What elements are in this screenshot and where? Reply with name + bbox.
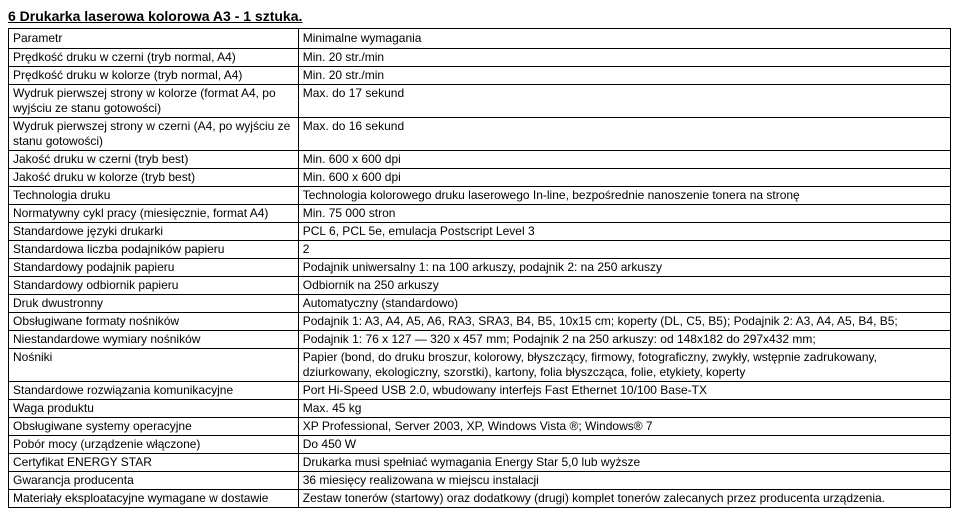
param-cell: Normatywny cykl pracy (miesięcznie, form… [9, 205, 299, 223]
table-row: Standardowe języki drukarkiPCL 6, PCL 5e… [9, 223, 951, 241]
header-param: Parametr [9, 29, 299, 49]
table-row: Prędkość druku w kolorze (tryb normal, A… [9, 67, 951, 85]
param-cell: Pobór mocy (urządzenie włączone) [9, 436, 299, 454]
table-row: Wydruk pierwszej strony w kolorze (forma… [9, 85, 951, 118]
value-cell: Automatyczny (standardowo) [298, 295, 950, 313]
param-cell: Obsługiwane systemy operacyjne [9, 418, 299, 436]
value-cell: Zestaw tonerów (startowy) oraz dodatkowy… [298, 490, 950, 508]
table-row: Jakość druku w czerni (tryb best)Min. 60… [9, 151, 951, 169]
table-row: Standardowy podajnik papieruPodajnik uni… [9, 259, 951, 277]
value-cell: Technologia kolorowego druku laserowego … [298, 187, 950, 205]
table-row: NośnikiPapier (bond, do druku broszur, k… [9, 349, 951, 382]
table-row: Niestandardowe wymiary nośnikówPodajnik … [9, 331, 951, 349]
param-cell: Standardowy podajnik papieru [9, 259, 299, 277]
param-cell: Druk dwustronny [9, 295, 299, 313]
table-row: Technologia drukuTechnologia kolorowego … [9, 187, 951, 205]
table-header-row: Parametr Minimalne wymagania [9, 29, 951, 49]
value-cell: Do 450 W [298, 436, 950, 454]
value-cell: Odbiornik na 250 arkuszy [298, 277, 950, 295]
value-cell: 2 [298, 241, 950, 259]
value-cell: Max. 45 kg [298, 400, 950, 418]
value-cell: Min. 600 x 600 dpi [298, 151, 950, 169]
table-row: Obsługiwane formaty nośnikówPodajnik 1: … [9, 313, 951, 331]
param-cell: Certyfikat ENERGY STAR [9, 454, 299, 472]
param-cell: Prędkość druku w czerni (tryb normal, A4… [9, 49, 299, 67]
value-cell: Min. 600 x 600 dpi [298, 169, 950, 187]
table-row: Gwarancja producenta36 miesięcy realizow… [9, 472, 951, 490]
value-cell: Min. 75 000 stron [298, 205, 950, 223]
header-req: Minimalne wymagania [298, 29, 950, 49]
value-cell: Max. do 16 sekund [298, 118, 950, 151]
value-cell: Min. 20 str./min [298, 67, 950, 85]
table-row: Normatywny cykl pracy (miesięcznie, form… [9, 205, 951, 223]
table-row: Standardowa liczba podajników papieru2 [9, 241, 951, 259]
value-cell: Drukarka musi spełniać wymagania Energy … [298, 454, 950, 472]
value-cell: XP Professional, Server 2003, XP, Window… [298, 418, 950, 436]
param-cell: Niestandardowe wymiary nośników [9, 331, 299, 349]
param-cell: Wydruk pierwszej strony w kolorze (forma… [9, 85, 299, 118]
param-cell: Nośniki [9, 349, 299, 382]
table-row: Materiały eksploatacyjne wymagane w dost… [9, 490, 951, 508]
param-cell: Standardowa liczba podajników papieru [9, 241, 299, 259]
value-cell: Podajnik 1: 76 x 127 — 320 x 457 mm; Pod… [298, 331, 950, 349]
param-cell: Prędkość druku w kolorze (tryb normal, A… [9, 67, 299, 85]
table-row: Prędkość druku w czerni (tryb normal, A4… [9, 49, 951, 67]
table-row: Waga produktuMax. 45 kg [9, 400, 951, 418]
param-cell: Obsługiwane formaty nośników [9, 313, 299, 331]
param-cell: Waga produktu [9, 400, 299, 418]
table-row: Standardowe rozwiązania komunikacyjnePor… [9, 382, 951, 400]
value-cell: Min. 20 str./min [298, 49, 950, 67]
param-cell: Standardowe rozwiązania komunikacyjne [9, 382, 299, 400]
value-cell: 36 miesięcy realizowana w miejscu instal… [298, 472, 950, 490]
table-row: Druk dwustronnyAutomatyczny (standardowo… [9, 295, 951, 313]
value-cell: Podajnik 1: A3, A4, A5, A6, RA3, SRA3, B… [298, 313, 950, 331]
section-title: 6 Drukarka laserowa kolorowa A3 - 1 sztu… [8, 8, 959, 24]
table-row: Pobór mocy (urządzenie włączone)Do 450 W [9, 436, 951, 454]
table-row: Certyfikat ENERGY STARDrukarka musi speł… [9, 454, 951, 472]
table-row: Obsługiwane systemy operacyjneXP Profess… [9, 418, 951, 436]
param-cell: Jakość druku w kolorze (tryb best) [9, 169, 299, 187]
value-cell: Papier (bond, do druku broszur, kolorowy… [298, 349, 950, 382]
table-row: Jakość druku w kolorze (tryb best)Min. 6… [9, 169, 951, 187]
param-cell: Technologia druku [9, 187, 299, 205]
value-cell: Podajnik uniwersalny 1: na 100 arkuszy, … [298, 259, 950, 277]
value-cell: Max. do 17 sekund [298, 85, 950, 118]
spec-table: Parametr Minimalne wymagania Prędkość dr… [8, 28, 951, 508]
param-cell: Jakość druku w czerni (tryb best) [9, 151, 299, 169]
param-cell: Materiały eksploatacyjne wymagane w dost… [9, 490, 299, 508]
table-row: Standardowy odbiornik papieruOdbiornik n… [9, 277, 951, 295]
value-cell: Port Hi-Speed USB 2.0, wbudowany interfe… [298, 382, 950, 400]
value-cell: PCL 6, PCL 5e, emulacja Postscript Level… [298, 223, 950, 241]
param-cell: Gwarancja producenta [9, 472, 299, 490]
param-cell: Standardowe języki drukarki [9, 223, 299, 241]
param-cell: Wydruk pierwszej strony w czerni (A4, po… [9, 118, 299, 151]
param-cell: Standardowy odbiornik papieru [9, 277, 299, 295]
table-row: Wydruk pierwszej strony w czerni (A4, po… [9, 118, 951, 151]
